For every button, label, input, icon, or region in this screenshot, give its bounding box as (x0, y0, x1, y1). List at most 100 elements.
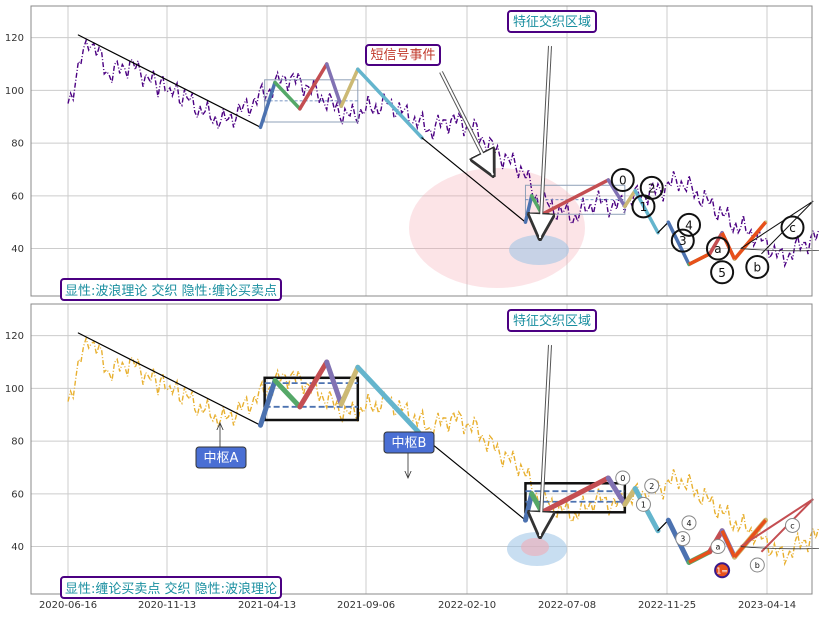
zigzag-segment (657, 221, 669, 234)
bottom-legend-box: 显性:缠论买卖点 交织 隐性:波浪理论 (60, 576, 282, 599)
zigzag-segment (77, 34, 262, 128)
top-legend-box: 显性:波浪理论 交织 隐性:缠论买卖点 (60, 278, 282, 301)
bottom-zone-annotation: 特征交织区域 (507, 309, 597, 332)
zigzag-segment (339, 67, 360, 108)
zigzag-segment (623, 188, 637, 209)
top-projection (740, 200, 819, 255)
zigzag-segment (77, 332, 262, 426)
bottom-price-series (67, 335, 819, 567)
buy-point-text: 1= (716, 566, 728, 575)
zigzag-segment (633, 188, 660, 235)
zigzag-segment (666, 220, 691, 267)
wave-label-text: a (716, 543, 721, 552)
y-tick-label: 40 (11, 244, 24, 255)
wave-label-text: c (789, 221, 796, 235)
wave-label-marker (780, 215, 805, 240)
zigzag-segment (539, 475, 611, 515)
wave-label-marker (745, 255, 770, 279)
wave-label-text: 4 (685, 218, 693, 232)
x-tick-label: 2022-11-25 (638, 600, 696, 611)
zigzag-segment (324, 359, 344, 407)
wave-label-text: 0 (620, 474, 625, 483)
bottom-projection (740, 498, 819, 553)
top-y-ticks: 40 60 80 100 120 (5, 33, 24, 255)
wave-label-marker (615, 470, 631, 486)
zigzag-segment (540, 178, 611, 217)
pivot-b-label: 中枢B (392, 436, 427, 451)
projection-lines (740, 200, 814, 255)
wave-label-text: 5 (718, 266, 726, 280)
signal-segment (688, 252, 711, 266)
wave-label-marker (670, 228, 695, 253)
wave-label-text: 2 (649, 482, 654, 491)
y-tick-label: 60 (11, 191, 24, 202)
zigzag-segment (298, 62, 329, 111)
y-tick-label: 80 (11, 139, 24, 150)
wave-label-text: c (790, 521, 794, 530)
pivot-b-annotation: 中枢B (383, 431, 435, 478)
pivot-box (524, 482, 627, 514)
zigzag-segment (273, 80, 302, 111)
signal-segment (720, 529, 737, 558)
y-tick-label: 100 (5, 86, 24, 97)
event-label: 短信号事件 (370, 48, 435, 63)
price-line (67, 37, 819, 269)
wave-label-marker (677, 212, 701, 237)
bottom-zone-label: 特征交织区域 (513, 313, 591, 329)
zigzag-segment (606, 178, 627, 209)
wave-label-marker (675, 531, 691, 547)
top-price-series (67, 37, 819, 269)
zigzag-segment (338, 364, 361, 407)
x-tick-label: 2023-04-14 (738, 600, 796, 611)
wave-label-marker (785, 517, 800, 533)
wave-label-text: 0 (619, 174, 627, 188)
signal-segment (688, 550, 711, 564)
wave-label-text: b (753, 261, 761, 275)
wave-label-text: a (714, 242, 721, 256)
pivot-a-annotation: 中枢A (195, 423, 247, 469)
wave-label-marker (705, 236, 730, 261)
wave-label-marker (681, 515, 697, 531)
wave-label-text: 2 (648, 181, 656, 195)
top-event-annotation: 短信号事件 (365, 44, 441, 66)
wave-label-text: b (755, 561, 760, 570)
zigzag-segment (605, 475, 628, 507)
x-tick-label: 2020-11-13 (138, 600, 196, 611)
bottom-zigzag (77, 332, 769, 565)
top-legend-text: 显性:波浪理论 交织 隐性:缠论买卖点 (65, 283, 277, 299)
bottom-legend-text: 显性:缠论买卖点 交织 隐性:波浪理论 (65, 581, 277, 597)
x-axis-ticks: 2020-06-16 2020-11-13 2021-04-13 2021-09-06… (39, 600, 796, 611)
zigzag-segment (707, 230, 724, 256)
buy-point-marker (714, 562, 731, 579)
y-tick-label: 60 (11, 489, 24, 500)
zigzag-segment (355, 364, 425, 439)
x-tick-label: 2022-07-08 (538, 600, 596, 611)
bottom-wave-labels: 012345abc1= (615, 470, 800, 579)
bottom-y-ticks: 40 60 80 100 120 (5, 331, 24, 553)
price-line (67, 335, 819, 567)
wave-label-text: 3 (680, 535, 685, 544)
projection-lines (740, 498, 814, 553)
zigzag-segment (258, 80, 277, 130)
wave-label-marker (610, 168, 635, 192)
wave-label-text: 1 (640, 200, 648, 214)
x-tick-label: 2021-04-13 (238, 600, 296, 611)
signal-segment (733, 221, 767, 261)
bottom-grid (31, 304, 812, 594)
wave-label-text: 3 (679, 234, 687, 248)
bottom-interweave-zone-inner (521, 538, 549, 556)
zigzag-segment (272, 377, 303, 410)
zigzag-segment (356, 67, 424, 140)
wave-label-marker (639, 175, 664, 200)
zigzag-segment (622, 486, 638, 507)
y-tick-label: 120 (5, 33, 24, 44)
wave-label-marker (710, 260, 735, 285)
wave-label-marker (644, 478, 660, 494)
wave-label-marker (635, 496, 651, 512)
y-tick-label: 100 (5, 384, 24, 395)
y-tick-label: 120 (5, 331, 24, 342)
top-interweave-zone-small (509, 235, 569, 265)
wave-label-text: 1 (641, 500, 646, 509)
